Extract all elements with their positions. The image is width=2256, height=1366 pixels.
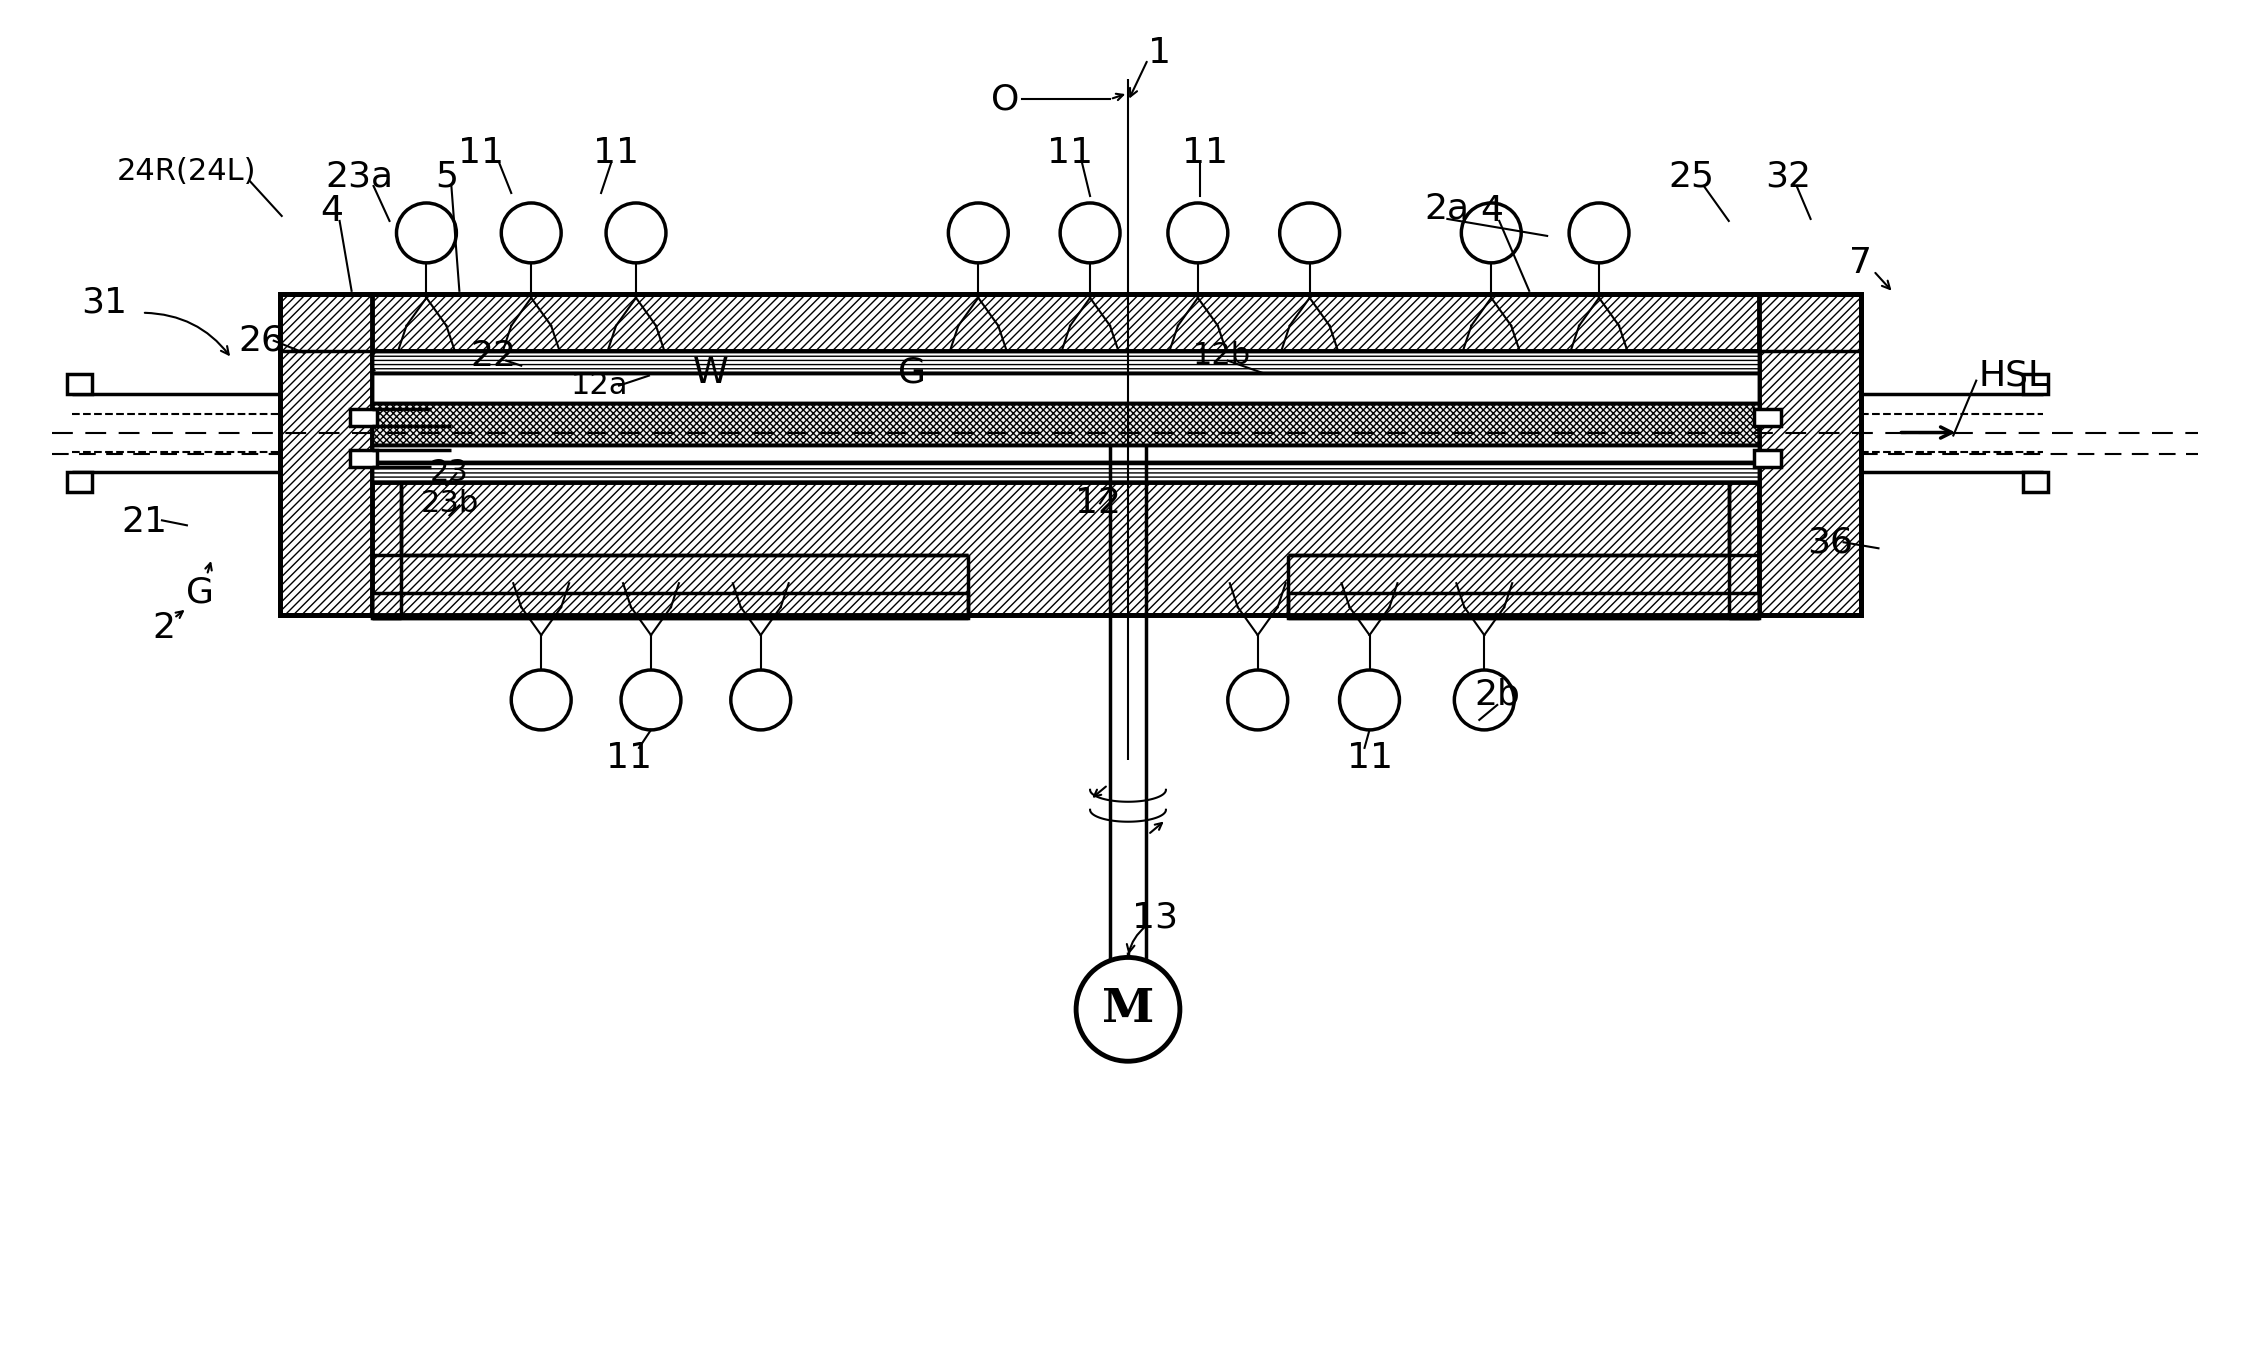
- Text: 26: 26: [239, 324, 284, 358]
- Bar: [1760, 294, 1861, 615]
- Text: 11: 11: [458, 137, 505, 171]
- Text: 12: 12: [1076, 486, 1121, 520]
- Text: 12b: 12b: [1193, 342, 1250, 370]
- Bar: [372, 403, 1760, 445]
- Text: 25: 25: [1669, 158, 1715, 193]
- Bar: [280, 294, 1861, 351]
- Text: 11: 11: [1347, 740, 1392, 775]
- Bar: [1753, 408, 1780, 426]
- Text: 12a: 12a: [571, 372, 627, 400]
- Text: HSL: HSL: [1979, 359, 2048, 392]
- Bar: [372, 463, 1760, 482]
- Text: 1: 1: [1148, 37, 1171, 70]
- Text: W: W: [693, 355, 729, 389]
- Bar: [372, 373, 1760, 403]
- Bar: [2024, 374, 2048, 393]
- Text: 2b: 2b: [1475, 678, 1521, 712]
- Text: 23: 23: [431, 458, 469, 486]
- Text: 4: 4: [320, 194, 343, 228]
- Bar: [280, 294, 372, 615]
- Text: 4: 4: [1480, 194, 1502, 228]
- Text: G: G: [898, 355, 927, 389]
- Bar: [372, 351, 1760, 373]
- Text: G: G: [185, 575, 214, 609]
- Text: M: M: [1101, 986, 1155, 1033]
- Bar: [2024, 473, 2048, 492]
- Text: 36: 36: [1807, 526, 1854, 559]
- Text: 11: 11: [1047, 137, 1094, 171]
- Bar: [68, 374, 92, 393]
- Text: 21: 21: [122, 505, 167, 540]
- Circle shape: [1076, 958, 1180, 1061]
- Text: 7: 7: [1850, 246, 1872, 280]
- Text: 22: 22: [469, 339, 517, 373]
- Text: 24R(24L): 24R(24L): [117, 157, 257, 186]
- Text: 2a: 2a: [1426, 193, 1471, 225]
- Bar: [372, 593, 968, 619]
- Text: 11: 11: [607, 740, 652, 775]
- Bar: [1753, 451, 1780, 467]
- Text: 23a: 23a: [325, 158, 393, 193]
- Text: 11: 11: [1182, 137, 1227, 171]
- Bar: [280, 482, 1861, 615]
- Bar: [1288, 593, 1760, 619]
- Text: 31: 31: [81, 285, 126, 320]
- Text: 13: 13: [1133, 900, 1178, 934]
- Text: 5: 5: [435, 158, 458, 193]
- Text: 32: 32: [1766, 158, 1812, 193]
- Bar: [350, 408, 377, 426]
- Text: 2: 2: [153, 611, 176, 645]
- Bar: [350, 451, 377, 467]
- Text: 23b: 23b: [420, 489, 478, 518]
- Text: O: O: [990, 82, 1020, 116]
- Bar: [372, 445, 1760, 463]
- Bar: [68, 473, 92, 492]
- Text: 11: 11: [593, 137, 638, 171]
